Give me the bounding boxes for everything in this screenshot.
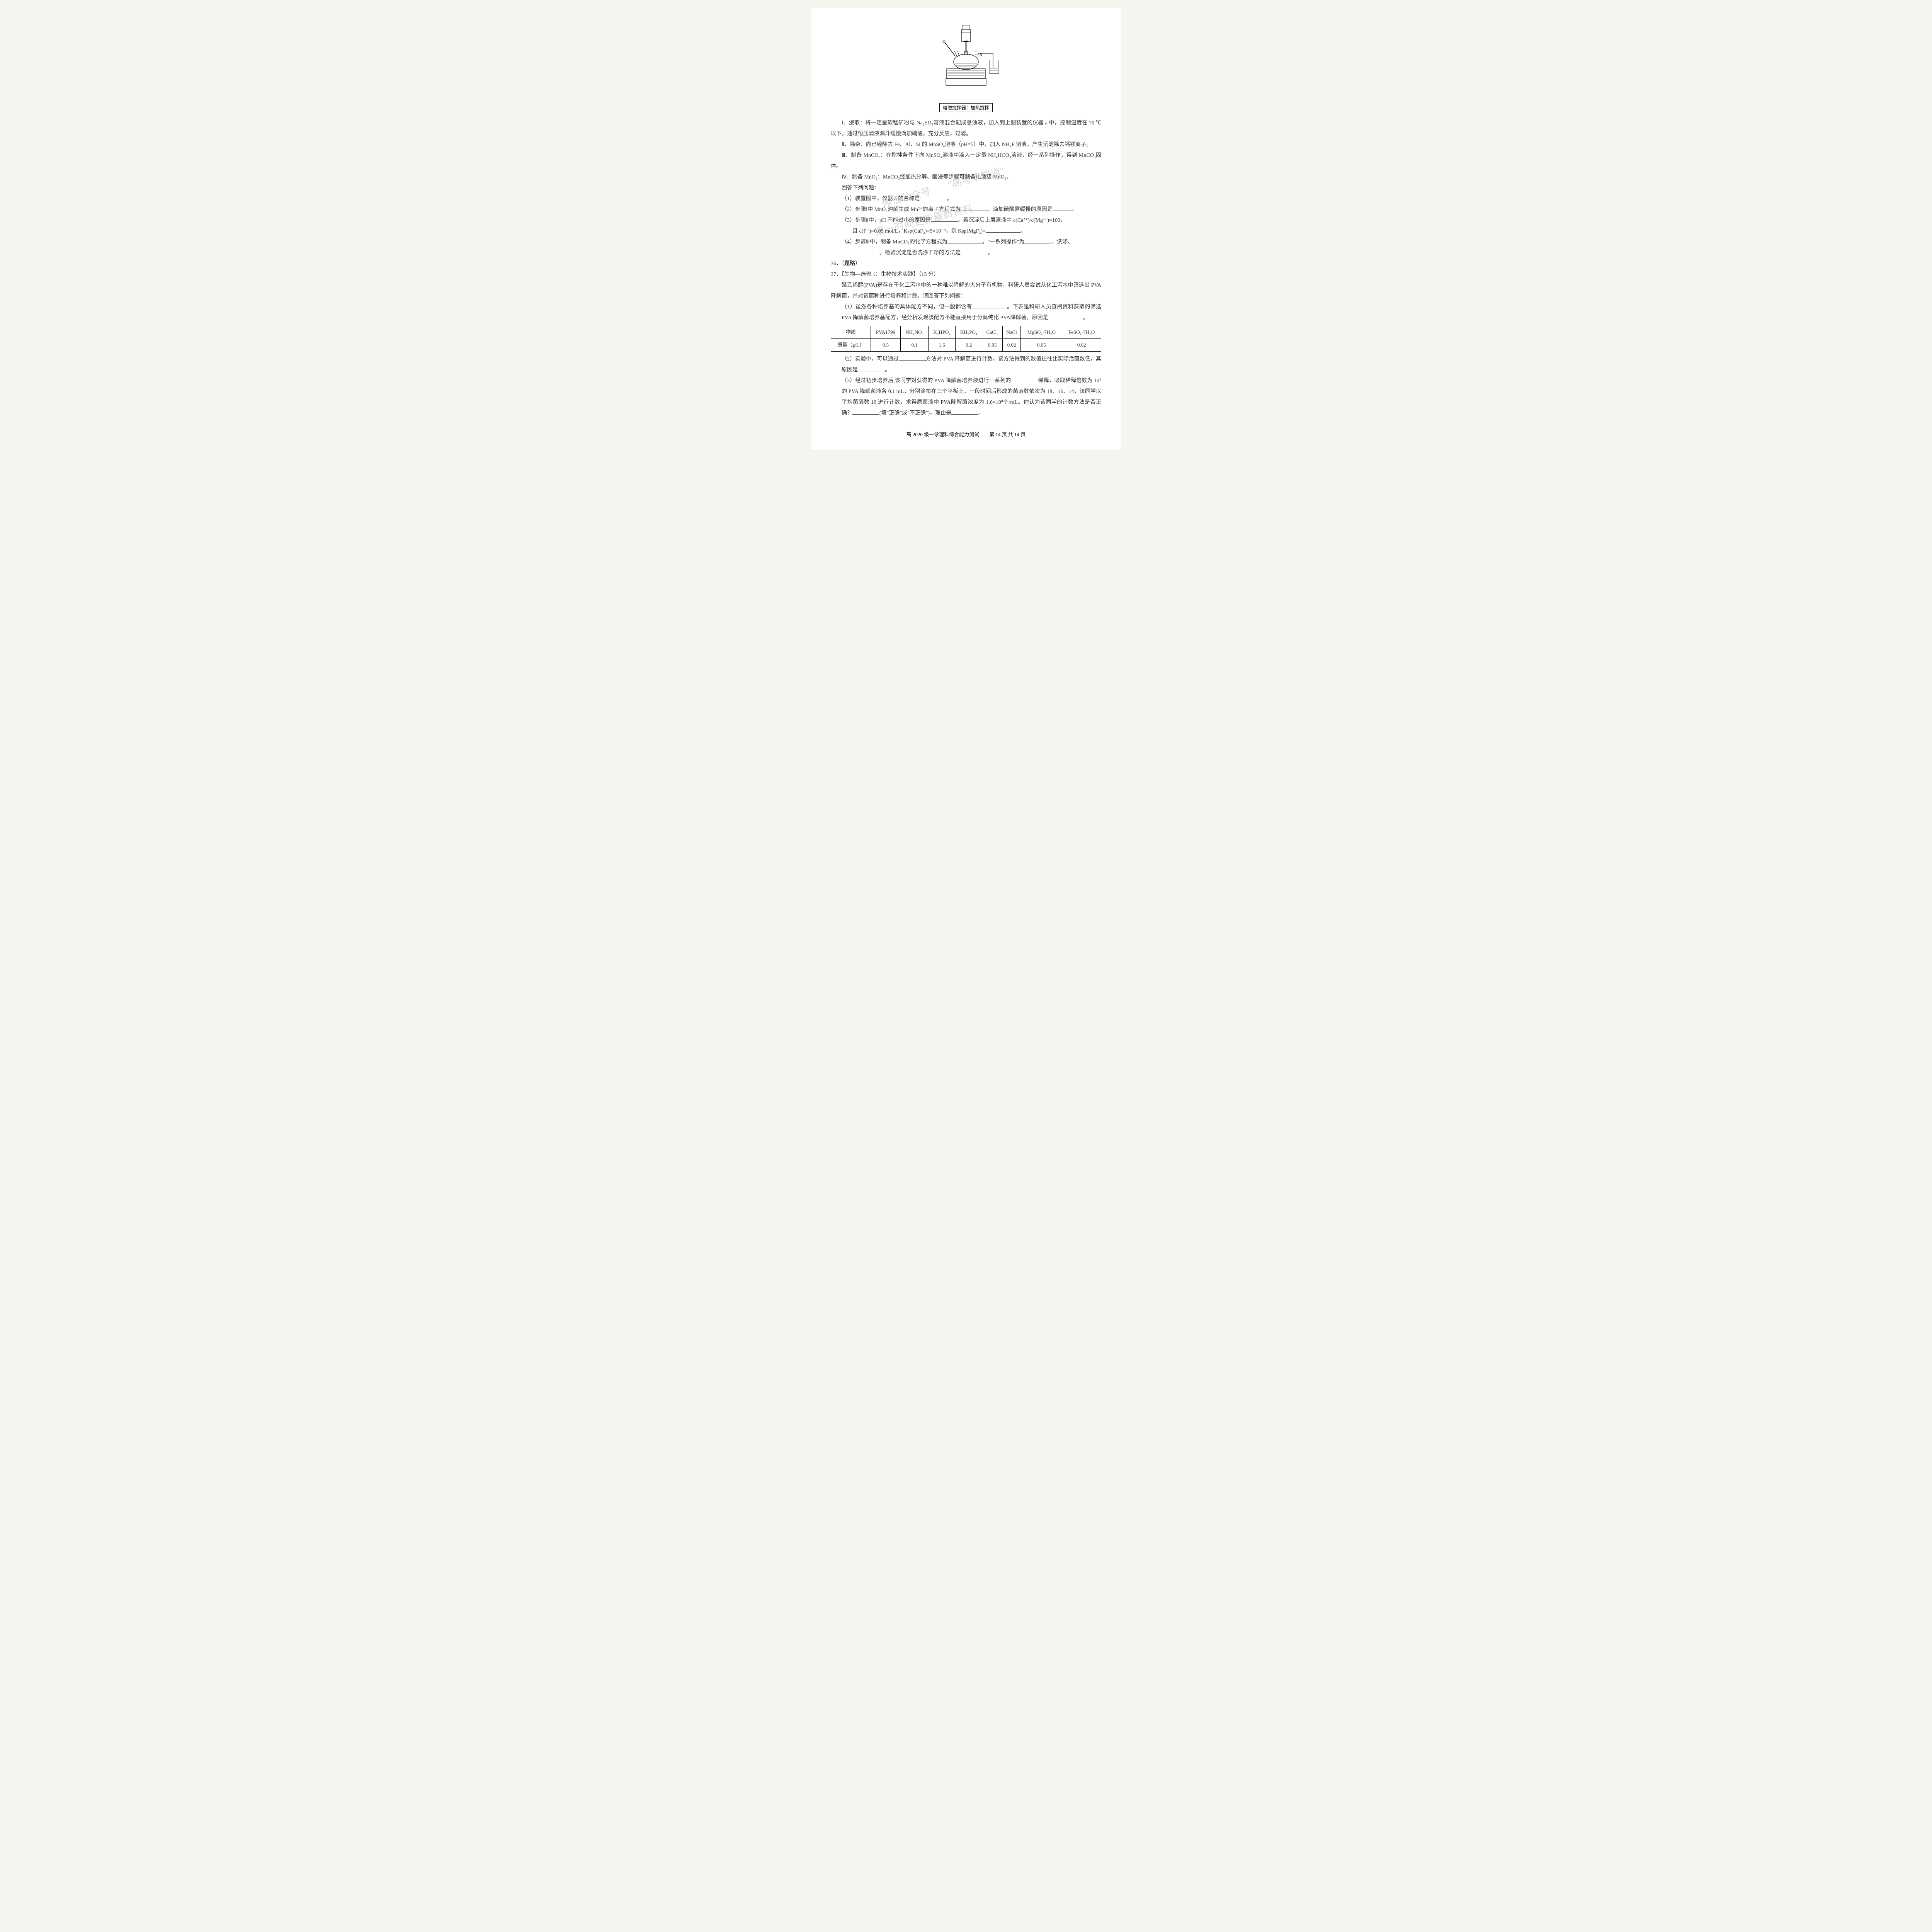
q3b: 。若沉淀后上层清液中 c(Ca²⁺)/c(Mg²⁺)=100，: [958, 218, 1066, 223]
th-7: MgSO₄·7H₂O: [1021, 326, 1062, 339]
td-label: 质量（g/L）: [831, 339, 871, 352]
blank: [961, 206, 988, 211]
q36: 36．（题略）: [831, 259, 1101, 269]
q37-head: 37．【生物—选修 1：生物技术实践】（15 分）: [831, 269, 1101, 280]
content-body: Ⅰ．浸取：将一定量软锰矿粉与 Na₂SO₃溶液混合配成悬浊液，加入到上图装置的仪…: [831, 118, 1101, 419]
question-4: （4）步骤Ⅲ中，制备 MnCO₃的化学方程式为 。"一系列操作"为 、洗涤、: [831, 237, 1101, 248]
q37-3: （3）经过初步培养后,该同学对获得的 PVA 降解菌培养液进行一系列的稀释，吸取…: [831, 376, 1101, 419]
label-a-text: a: [980, 52, 982, 58]
th-8: FeSO₄·7H₂O: [1062, 326, 1101, 339]
blank: [947, 238, 982, 243]
th-3: K₂HPO₄: [929, 326, 956, 339]
q36c: ）: [855, 261, 861, 267]
blank: [951, 409, 978, 415]
q36b: 题略: [844, 261, 855, 267]
q2b: ，滴加硫酸需缓慢的原因是: [988, 207, 1053, 213]
blank: [961, 249, 988, 254]
diagram-caption: 电磁搅拌器：加热搅拌: [939, 103, 993, 112]
table-data-row: 质量（g/L） 0.5 0.1 1.6 0.2 0.05 0.02 0.05 0…: [831, 339, 1101, 352]
q37-3c: (填"正确"或"不正确")，理由是: [879, 410, 951, 416]
question-3-cont: 且 c(F⁻)=0.05 mol/L，Ksp(CaF₂)=5×10⁻⁹，则 Ks…: [831, 226, 1101, 237]
q4a: （4）步骤Ⅲ中，制备 MnCO₃的化学方程式为: [842, 239, 947, 245]
q2a: （2）步骤Ⅰ中 MnO₂溶解生成 Mn²⁺的离子方程式为: [842, 207, 961, 213]
q4e: 。: [988, 250, 993, 256]
blank: [852, 249, 879, 254]
medium-table: 物质 PVA1799 NH₄NO₃ K₂HPO₄ KH₂PO₄ CaCl₂ Na…: [831, 326, 1101, 352]
q37-1a: （1）虽然各种培养基的具体配方不同，但一般都含有: [842, 304, 972, 310]
q37-intro: 聚乙烯醇(PVA)是存在于化工污水中的一种难以降解的大分子有机物，科研人员尝试从…: [831, 280, 1101, 302]
th-6: NaCl: [1002, 326, 1020, 339]
blank: [852, 409, 879, 415]
question-2: （2）步骤Ⅰ中 MnO₂溶解生成 Mn²⁺的离子方程式为 ，滴加硫酸需缓慢的原因是…: [831, 204, 1101, 215]
q4d: 。检验沉淀是否洗涤干净的方法是: [879, 250, 961, 256]
blank: [986, 227, 1020, 233]
blank: [1011, 377, 1038, 382]
th-1: PVA1799: [871, 326, 900, 339]
blank: [899, 355, 926, 361]
blank: [1053, 206, 1072, 211]
th-4: KH₂PO₄: [955, 326, 982, 339]
td-6: 0.05: [1021, 339, 1062, 352]
td-3: 0.2: [955, 339, 982, 352]
q37-2a: （2）实验中，可以通过: [842, 356, 899, 362]
td-2: 1.6: [929, 339, 956, 352]
question-1: （1）装置图中，仪器 a 的名称是 。: [831, 194, 1101, 204]
q1-end: 。: [947, 196, 952, 202]
step-1: Ⅰ．浸取：将一定量软锰矿粉与 Na₂SO₃溶液混合配成悬浊液，加入到上图装置的仪…: [831, 118, 1101, 139]
blank: [972, 303, 1007, 308]
q37-1c: 。: [1083, 315, 1088, 321]
exam-page: "高考早知道" 微信公众号 第一时间更新最新资料: [811, 8, 1121, 449]
blank: [1048, 314, 1083, 319]
table-header-row: 物质 PVA1799 NH₄NO₃ K₂HPO₄ KH₂PO₄ CaCl₂ Na…: [831, 326, 1101, 339]
q37-3d: 。: [978, 410, 984, 416]
blank: [1024, 238, 1051, 243]
q3a: （3）步骤Ⅱ中，pH 不能过小的原因是: [842, 218, 931, 223]
answer-prompt: 回答下列问题：: [831, 183, 1101, 194]
q37-2c: 。: [885, 367, 890, 373]
q4b: 。"一系列操作"为: [982, 239, 1024, 245]
q3c: 且 c(F⁻)=0.05 mol/L，Ksp(CaF₂)=5×10⁻⁹，则 Ks…: [852, 228, 986, 234]
th-0: 物质: [831, 326, 871, 339]
th-2: NH₄NO₃: [901, 326, 929, 339]
q4c: 、洗涤、: [1051, 239, 1073, 245]
td-0: 0.5: [871, 339, 900, 352]
question-3: （3）步骤Ⅱ中，pH 不能过小的原因是 。若沉淀后上层清液中 c(Ca²⁺)/c(…: [831, 215, 1101, 226]
step-3: Ⅲ．制备 MnCO₃：在搅拌条件下向 MnSO₄溶液中滴入一定量 NH₄HCO₃…: [831, 150, 1101, 172]
blank: [858, 366, 885, 371]
q36a: 36．（: [831, 261, 844, 267]
q2c: 。: [1072, 207, 1077, 213]
step-4: Ⅳ．制备 MnO₂：MnCO₃经加热分解、酸浸等步骤可制备电池级 MnO₂。: [831, 172, 1101, 183]
question-4-cont: 。检验沉淀是否洗涤干净的方法是 。: [831, 248, 1101, 259]
step-2: Ⅱ．除杂：向已经除去 Fe、Al、Si 的 MnSO₄溶液（pH=5）中，加入 …: [831, 139, 1101, 150]
blank: [931, 216, 958, 222]
td-7: 0.02: [1062, 339, 1101, 352]
q37-2: （2）实验中，可以通过方法对 PVA 降解菌进行计数，该方法得到的数值往往比实际…: [831, 354, 1101, 376]
td-5: 0.02: [1002, 339, 1020, 352]
apparatus-diagram: a: [916, 23, 1016, 100]
q37-3a: （3）经过初步培养后,该同学对获得的 PVA 降解菌培养液进行一系列的: [842, 378, 1011, 384]
apparatus-diagram-container: a 电磁搅拌器：加热搅拌: [831, 23, 1101, 112]
td-1: 0.1: [901, 339, 929, 352]
q37-1: （1）虽然各种培养基的具体配方不同，但一般都含有。下表是科研人员查阅资料获取的筛…: [831, 302, 1101, 323]
th-5: CaCl₂: [982, 326, 1002, 339]
q3d: 。: [1020, 228, 1026, 234]
td-4: 0.05: [982, 339, 1002, 352]
q1-text: （1）装置图中，仪器 a 的名称是: [842, 196, 920, 202]
page-footer: 高 2020 级一诊理科综合能力测试 第 14 页 共 14 页: [831, 430, 1101, 438]
blank: [920, 195, 947, 200]
